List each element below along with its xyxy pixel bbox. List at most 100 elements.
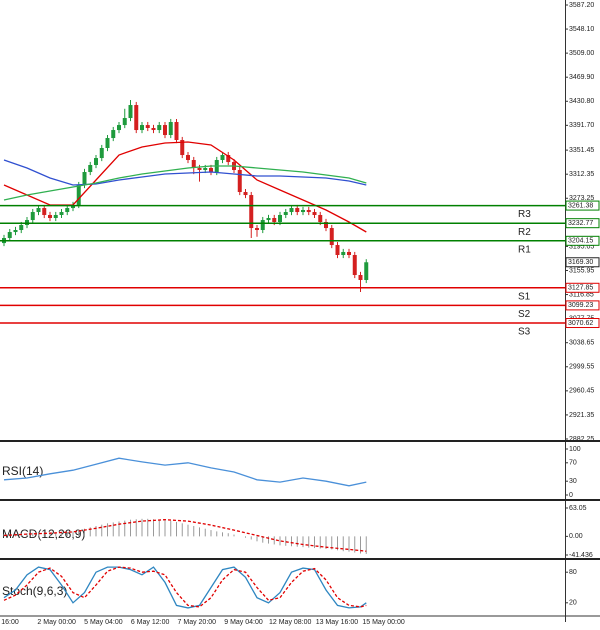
candle-body (122, 118, 127, 126)
y-tick-label: 3273.25 (569, 195, 594, 202)
histogram-bar (26, 533, 28, 537)
y-tick-label: 100 (569, 446, 581, 453)
level-box (565, 318, 600, 329)
level-name: S2 (518, 309, 531, 320)
candle-body (151, 127, 156, 131)
candle-body (220, 155, 225, 161)
histogram-bar (250, 536, 252, 540)
y-tick-label: 0.00 (569, 533, 583, 540)
histogram-bar (302, 536, 304, 548)
candle-body (318, 214, 323, 223)
level-box (565, 282, 600, 293)
series-line (3, 519, 367, 552)
candle-body (174, 122, 179, 140)
y-tick-label: 70 (569, 460, 577, 467)
histogram-bar (170, 521, 172, 537)
current-price: 3169.30 (568, 259, 593, 266)
y-tick-label: 3038.65 (569, 340, 594, 347)
level-value: 3070.62 (568, 320, 593, 327)
histogram-bar (256, 536, 258, 542)
x-tick-label: 5 May 04:00 (84, 619, 123, 626)
x-tick-label: 13 May 16:00 (316, 619, 359, 626)
series-line (3, 165, 367, 201)
histogram-bar (89, 527, 91, 537)
histogram-bar (176, 521, 177, 537)
histogram-bar (55, 532, 57, 537)
level-box (565, 218, 600, 229)
candle-body (7, 232, 12, 239)
candle-body (278, 214, 282, 223)
level-value: 3204.15 (568, 238, 593, 245)
histogram-bar (78, 530, 80, 537)
x-tick-label: 12 May 08:00 (269, 619, 312, 626)
x-tick-label: 16:00 (1, 619, 19, 626)
level-value: 3261.38 (568, 202, 593, 209)
histogram-bar (158, 519, 160, 537)
histogram-bar (84, 528, 85, 537)
histogram-bar (141, 518, 143, 537)
level-box (565, 235, 600, 246)
y-tick-label: 3430.80 (569, 98, 594, 105)
series-line (3, 457, 367, 487)
y-tick-label: 2921.35 (569, 412, 594, 419)
candle-body (134, 105, 139, 131)
candle-body (324, 222, 328, 229)
y-tick-label: 3391.70 (569, 122, 594, 129)
y-tick-label: 2960.45 (569, 388, 594, 395)
series-line (3, 566, 367, 609)
panel-title: MACD(12,26,9) (2, 527, 85, 541)
histogram-bar (164, 520, 166, 537)
candle-body (249, 195, 254, 229)
panel-title: RSI(14) (2, 464, 43, 478)
histogram-bar (181, 523, 183, 537)
y-tick-label: 3587.20 (569, 2, 594, 9)
histogram-bar (296, 536, 298, 547)
histogram-bar (38, 532, 39, 537)
y-tick-label: 3469.90 (569, 74, 594, 81)
candle-body (13, 230, 18, 233)
candle-body (272, 217, 277, 223)
level-name: S3 (518, 327, 531, 338)
candle-body (128, 105, 133, 119)
candle-body (88, 164, 93, 173)
y-tick-label: 3116.85 (569, 291, 594, 298)
histogram-bar (61, 531, 62, 537)
histogram-bar (262, 536, 264, 543)
histogram-bar (135, 519, 137, 537)
candle-body (36, 208, 41, 213)
series-line (3, 566, 367, 608)
candle-body (76, 185, 81, 206)
level-name: S1 (518, 291, 531, 302)
candle-body (30, 212, 35, 221)
level-value: 3232.77 (568, 220, 593, 227)
histogram-bar (365, 536, 367, 554)
y-tick-label: 3351.45 (569, 147, 594, 154)
candle-body (266, 217, 271, 221)
candle-body (283, 212, 288, 215)
histogram-bar (147, 518, 149, 537)
series-line (3, 159, 367, 186)
candle-body (140, 125, 144, 131)
histogram-bar (245, 536, 246, 538)
y-tick-label: 63.05 (569, 505, 587, 512)
histogram-bar (233, 534, 235, 537)
histogram-bar (66, 531, 68, 537)
histogram-bar (216, 531, 218, 537)
candle-body (352, 254, 357, 276)
candle-body (289, 208, 294, 213)
y-tick-label: 2882.25 (569, 436, 594, 443)
level-name: R1 (518, 244, 531, 255)
histogram-bar (32, 532, 34, 537)
histogram-bar (112, 522, 114, 537)
histogram-bar (360, 536, 361, 554)
candle-body (19, 225, 24, 231)
candle-body (99, 148, 104, 159)
level-name: R2 (518, 227, 531, 238)
y-tick-label: 3155.95 (569, 267, 594, 274)
candle-body (312, 212, 317, 215)
candle-body (65, 208, 70, 213)
histogram-bar (354, 536, 356, 553)
